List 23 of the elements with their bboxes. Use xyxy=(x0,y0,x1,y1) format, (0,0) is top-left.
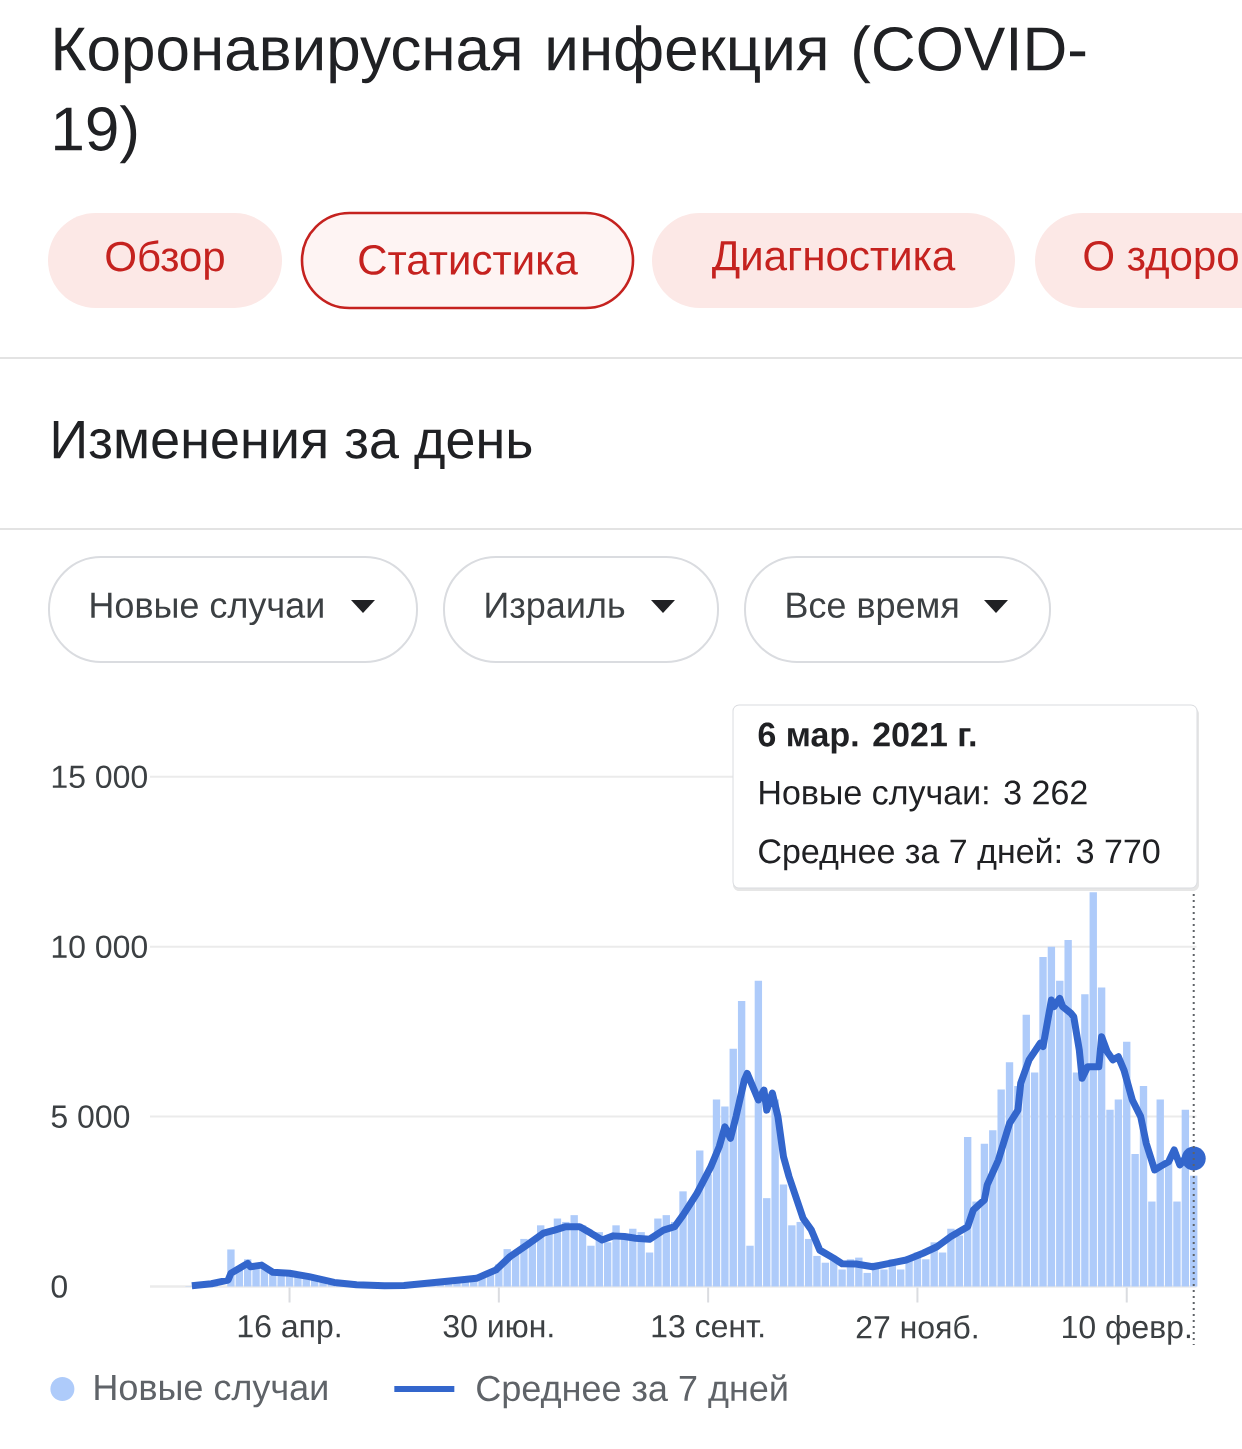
annotation: Среднее за 7 дней: 3 770 xyxy=(759,837,1160,871)
chart-title: Коронавирусная инфекция (COVID-19) xyxy=(55,25,1086,164)
annotation: Новые случаи: 3 262 xyxy=(760,780,1087,812)
y-tick-label: 5 000 xyxy=(51,1105,130,1128)
x-tick-label: 30 июн. xyxy=(443,1314,553,1338)
text: Новые случаи xyxy=(91,592,323,626)
y-tick-label: 15 000 xyxy=(52,765,147,789)
x-tick-label: 10 февр. xyxy=(1063,1314,1190,1345)
text: Диагностика xyxy=(712,241,956,279)
x-tick-label: 16 апр. xyxy=(238,1314,340,1344)
text: 6 мар. 2021 г. xyxy=(758,722,976,754)
text: Обзор xyxy=(106,240,224,280)
legend-label: Среднее за 7 дней xyxy=(477,1374,787,1409)
x-tick-label: 27 нояб. xyxy=(856,1314,977,1339)
x-tick-label: 13 сент. xyxy=(652,1314,764,1338)
text: Все время xyxy=(787,592,958,626)
y-tick-label: 0 xyxy=(51,1275,67,1298)
chart-subtitle: Изменения за день xyxy=(53,421,532,469)
text: О здоро xyxy=(1084,240,1238,280)
legend-label: Новые случаи xyxy=(95,1375,327,1408)
text: Статистика xyxy=(359,245,578,275)
y-tick-label: 10 000 xyxy=(52,935,147,959)
text: Израиль xyxy=(486,592,625,626)
